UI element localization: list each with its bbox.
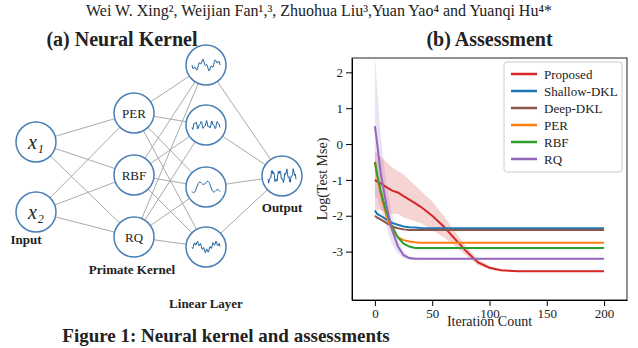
y-axis-line: [352, 59, 353, 301]
signal-icon: [192, 121, 220, 130]
output-node: [262, 156, 302, 196]
kernel-node: [114, 217, 154, 257]
x-tick-mark: [604, 300, 605, 306]
y-axis-title: Log(Test Mse): [315, 137, 331, 220]
kernel-label: PER: [122, 106, 146, 121]
legend-swatch: [511, 73, 537, 76]
y-tick: -1: [332, 173, 352, 188]
y-tick-label: 1: [337, 101, 344, 116]
y-tick-label: 0: [337, 137, 344, 152]
linear-node: [186, 45, 226, 85]
x-tick: 150: [538, 300, 558, 321]
input-label: x₂: [27, 201, 44, 223]
input-label: x₁: [27, 131, 44, 153]
layer-label: Linear Layer: [169, 296, 243, 311]
signal-icon: [192, 181, 220, 192]
legend-swatch: [511, 124, 537, 127]
y-tick-label: -1: [332, 173, 343, 188]
chart: (b) Assessment050100150200-3-2-1012Itera…: [315, 28, 628, 329]
y-tick-mark: [346, 108, 352, 109]
legend-label: Shallow-DKL: [544, 84, 618, 99]
series-line: [375, 210, 604, 228]
signal-icon: [192, 59, 220, 70]
x-tick-mark: [490, 300, 491, 306]
y-axis: -3 -2 -1 0 1 2: [332, 59, 352, 301]
y-tick: 1: [337, 101, 353, 116]
legend-swatch: [511, 141, 537, 144]
figure: Wei W. Xing², Weijian Fan¹,³, Zhuohua Li…: [0, 0, 638, 348]
edge: [134, 65, 206, 237]
plot-frame: [352, 58, 627, 300]
kernel-node: [114, 155, 154, 195]
x-tick: 50: [426, 300, 439, 321]
legend-label: Proposed: [544, 67, 593, 82]
legend-label: PER: [544, 118, 568, 133]
input-node: [16, 192, 56, 232]
y-tick-mark: [346, 144, 352, 145]
panel-title: (a) Neural Kernel: [46, 28, 198, 51]
legend-label: RQ: [544, 152, 563, 167]
kernel-node: [114, 93, 154, 133]
x-tick: 200: [595, 300, 615, 321]
y-tick-label: 2: [337, 65, 344, 80]
caption: Figure 1: Neural kernel and assessments: [62, 325, 389, 346]
y-tick: 0: [337, 137, 353, 152]
signal-icon: [192, 241, 220, 253]
y-tick: -3: [332, 244, 352, 259]
linear-node: [186, 105, 226, 145]
x-tick-mark: [432, 300, 433, 306]
layer-label: Primate Kernel: [89, 262, 176, 277]
linear-node: [186, 227, 226, 267]
kernel-label: RBF: [122, 168, 147, 183]
legend-swatch: [511, 90, 537, 93]
legend-box: [504, 62, 622, 172]
y-tick-mark: [346, 216, 352, 217]
series-line: [375, 162, 604, 248]
layer-label: Input: [10, 232, 42, 247]
kernel-label: RQ: [125, 230, 144, 245]
legend-label: Deep-DKL: [544, 101, 603, 116]
y-tick-mark: [346, 180, 352, 181]
x-tick-label: 150: [538, 306, 558, 321]
authors: Wei W. Xing², Weijian Fan¹,³, Zhuohua Li…: [86, 2, 552, 20]
y-tick-label: -2: [332, 208, 343, 223]
series-line: [375, 162, 604, 243]
legend-swatch: [511, 107, 537, 110]
signal-icon: [268, 169, 296, 183]
x-tick-mark: [547, 300, 548, 306]
x-tick-mark: [375, 300, 376, 306]
legend: Proposed Shallow-DKL Deep-DKL PER RBF RQ: [504, 62, 622, 172]
y-tick: 2: [337, 65, 353, 80]
y-tick-mark: [346, 72, 352, 73]
chart-title: (b) Assessment: [426, 28, 552, 51]
y-tick: -2: [332, 208, 352, 223]
y-tick-label: -3: [332, 244, 343, 259]
x-tick-label: 200: [595, 306, 615, 321]
y-tick-mark: [346, 252, 352, 253]
legend-swatch: [511, 158, 537, 161]
edges: [36, 65, 282, 247]
x-tick: 0: [372, 300, 379, 321]
series-line: [375, 216, 604, 230]
x-axis-title: Iteration Count: [447, 314, 532, 329]
linear-node: [186, 167, 226, 207]
legend-label: RBF: [544, 135, 569, 150]
diagram: (a) Neural Kernel x₁ x₂ Input PER RBF RQ Primat…: [10, 28, 302, 311]
x-tick-label: 50: [426, 306, 439, 321]
x-tick-label: 0: [372, 306, 379, 321]
input-node: [16, 122, 56, 162]
layer-label: Output: [262, 200, 303, 215]
